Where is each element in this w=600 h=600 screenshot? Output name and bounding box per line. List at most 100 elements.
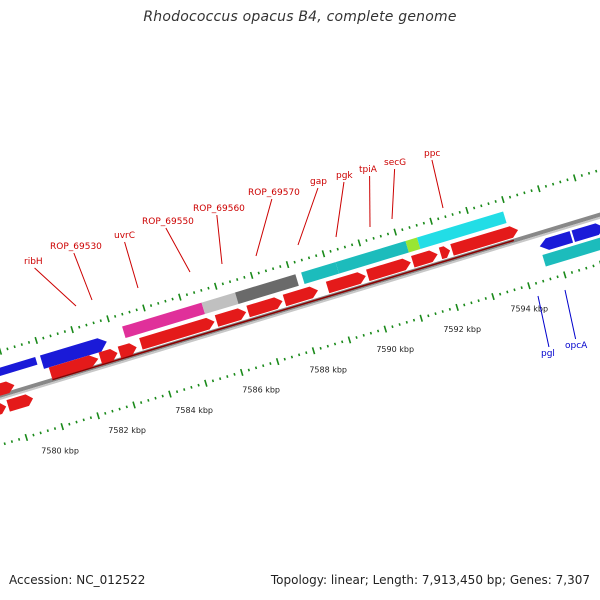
leader-line bbox=[165, 227, 191, 273]
ruler-minor-tick bbox=[578, 268, 581, 272]
gene-label-uvrc[interactable]: uvrC bbox=[114, 231, 135, 241]
ruler-minor-tick bbox=[135, 308, 138, 312]
leader-line bbox=[297, 187, 319, 246]
feature-blue-right[interactable] bbox=[538, 231, 574, 252]
gene-label-rop_69550[interactable]: ROP_69550 bbox=[142, 217, 194, 227]
feature-blue-left[interactable] bbox=[0, 356, 38, 385]
ruler-minor-tick bbox=[480, 204, 483, 208]
gene-label-ppc[interactable]: ppc bbox=[424, 149, 440, 159]
ruler-minor-tick bbox=[551, 182, 555, 186]
leader-line bbox=[391, 168, 396, 220]
gene-arrow[interactable] bbox=[450, 224, 520, 256]
ruler-minor-tick bbox=[111, 409, 114, 413]
map-title: Rhodococcus opacus B4, complete genome bbox=[143, 9, 457, 25]
ruler-minor-tick bbox=[441, 310, 444, 313]
gene-arrow[interactable] bbox=[117, 341, 139, 359]
ruler-minor-tick bbox=[82, 418, 85, 422]
gene-arrow[interactable] bbox=[6, 393, 34, 412]
ruler-minor-tick bbox=[233, 372, 236, 376]
ruler-minor-tick bbox=[333, 342, 337, 346]
ruler-minor-tick bbox=[243, 275, 246, 279]
leader-line bbox=[34, 267, 77, 307]
feature-blue-right[interactable] bbox=[571, 221, 600, 243]
ruler-minor-tick bbox=[405, 320, 408, 324]
ruler-minor-tick bbox=[20, 343, 23, 346]
ruler-minor-tick bbox=[118, 407, 121, 411]
ruler-minor-tick bbox=[365, 239, 368, 242]
ruler-minor-tick bbox=[391, 325, 394, 329]
gene-arrow[interactable] bbox=[366, 257, 413, 282]
ruler-major-tick bbox=[563, 271, 567, 279]
gene-label-rop_69530[interactable]: ROP_69530 bbox=[50, 242, 102, 252]
gene-label-rop_69560[interactable]: ROP_69560 bbox=[193, 204, 245, 214]
gene-label-ribh[interactable]: ribH bbox=[24, 257, 43, 267]
ruler-minor-tick bbox=[350, 243, 354, 247]
axis-label: 7594 kbp bbox=[510, 305, 548, 314]
ruler-minor-tick bbox=[595, 169, 598, 173]
gene-arrow[interactable] bbox=[48, 353, 100, 379]
feature-darkgray[interactable] bbox=[235, 274, 299, 304]
ruler-major-tick bbox=[132, 401, 136, 409]
ruler-minor-tick bbox=[305, 351, 308, 355]
ruler-minor-tick bbox=[549, 277, 552, 281]
feature-cyan-right[interactable] bbox=[542, 216, 600, 267]
ruler-minor-tick bbox=[415, 223, 418, 227]
ruler-major-tick bbox=[178, 293, 182, 301]
feature-lightgray[interactable] bbox=[201, 292, 239, 315]
ruler-minor-tick bbox=[592, 264, 595, 268]
ruler-minor-tick bbox=[200, 288, 203, 292]
axis-label: 7592 kbp bbox=[443, 325, 481, 334]
ruler-minor-tick bbox=[192, 291, 196, 294]
ruler-minor-tick bbox=[92, 321, 95, 325]
ruler-minor-tick bbox=[264, 269, 268, 273]
ruler-minor-tick bbox=[477, 299, 480, 303]
leader-line bbox=[537, 295, 550, 348]
ruler-minor-tick bbox=[585, 266, 588, 270]
ruler-minor-tick bbox=[226, 375, 229, 378]
feature-cyan-ppc[interactable] bbox=[416, 211, 507, 250]
gene-arrow[interactable] bbox=[325, 270, 368, 294]
gene-label-opca[interactable]: opcA bbox=[565, 341, 588, 351]
top-ruler-ticks bbox=[0, 169, 598, 355]
ruler-major-tick bbox=[321, 250, 326, 258]
ruler-minor-tick bbox=[566, 178, 569, 182]
ruler-minor-tick bbox=[513, 288, 516, 292]
ruler-major-tick bbox=[393, 228, 398, 236]
ruler-major-tick bbox=[311, 347, 316, 355]
ruler-minor-tick bbox=[68, 422, 71, 426]
gene-label-pgk[interactable]: pgk bbox=[336, 171, 353, 181]
ruler-major-tick bbox=[383, 325, 388, 333]
accession-text: Accession: NC_012522 bbox=[9, 573, 146, 587]
gene-arrow[interactable] bbox=[98, 347, 120, 364]
feature-blue-mid[interactable] bbox=[39, 336, 109, 369]
gene-label-secg[interactable]: secG bbox=[384, 158, 406, 168]
ruler-minor-tick bbox=[427, 314, 430, 318]
ruler-major-tick bbox=[213, 282, 218, 290]
gene-arrow[interactable] bbox=[0, 379, 16, 404]
ruler-minor-tick bbox=[211, 379, 215, 383]
gene-label-gap[interactable]: gap bbox=[310, 177, 327, 187]
ruler-minor-tick bbox=[149, 304, 153, 307]
feature-cyan-gap[interactable] bbox=[301, 262, 340, 284]
feature-green-secG[interactable] bbox=[405, 237, 421, 253]
ruler-major-tick bbox=[285, 261, 290, 269]
ruler-minor-tick bbox=[530, 189, 533, 193]
gene-arrow[interactable] bbox=[246, 295, 284, 318]
gene-arrow[interactable] bbox=[411, 249, 439, 268]
feature-cyan-pgk[interactable] bbox=[335, 241, 409, 274]
ruler-minor-tick bbox=[75, 420, 78, 424]
gene-label-rop_69570[interactable]: ROP_69570 bbox=[248, 188, 300, 198]
gene-label-pgl[interactable]: pgl bbox=[541, 349, 555, 359]
gene-arrow[interactable] bbox=[139, 316, 216, 350]
ruler-minor-tick bbox=[228, 280, 232, 284]
gene-arrow[interactable] bbox=[214, 306, 248, 327]
gene-arrow[interactable] bbox=[0, 401, 8, 421]
ruler-minor-tick bbox=[183, 388, 186, 391]
ruler-minor-tick bbox=[408, 226, 411, 229]
axis-label: 7588 kbp bbox=[309, 365, 347, 374]
bottom-ruler-ticks bbox=[3, 260, 600, 446]
feature-magenta[interactable] bbox=[122, 302, 206, 339]
gene-arrow[interactable] bbox=[282, 285, 320, 307]
gene-arrow[interactable] bbox=[438, 245, 452, 260]
gene-label-tpia[interactable]: tpiA bbox=[359, 165, 378, 175]
